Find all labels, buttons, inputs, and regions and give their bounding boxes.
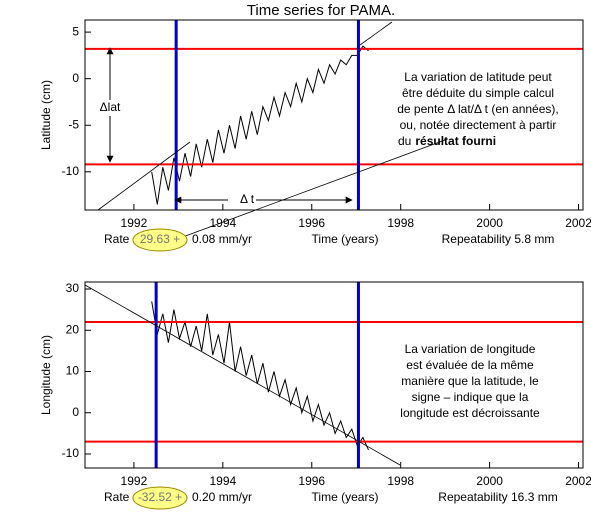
note-line: La variation de longitude bbox=[405, 342, 536, 356]
rate-highlight bbox=[132, 486, 188, 510]
repeatability: Repeatability 16.3 mm bbox=[438, 490, 557, 504]
delta-lat-label: Δlat bbox=[100, 100, 121, 114]
y-axis-label: Longitude (cm) bbox=[39, 335, 53, 415]
note-line: La variation de latitude peut bbox=[404, 70, 552, 84]
x-tick-label: 1998 bbox=[387, 474, 414, 488]
delta-t-label: Δ t bbox=[240, 192, 255, 206]
x-tick-label: 2002 bbox=[565, 474, 591, 488]
guide-line bbox=[84, 284, 401, 466]
guide-line bbox=[97, 141, 191, 211]
y-tick-label: -10 bbox=[62, 164, 80, 178]
rate-value: -32.52 + bbox=[138, 490, 182, 504]
y-tick-label: 0 bbox=[72, 405, 79, 419]
y-tick-label: 30 bbox=[66, 281, 80, 295]
y-tick-label: 10 bbox=[66, 364, 80, 378]
x-tick-label: 1992 bbox=[121, 216, 148, 230]
x-tick-label: 1996 bbox=[298, 216, 325, 230]
x-tick-label: 2000 bbox=[476, 216, 503, 230]
x-tick-label: 2000 bbox=[476, 474, 503, 488]
note-line: être déduite du simple calcul bbox=[402, 86, 554, 100]
x-tick-label: 1994 bbox=[209, 216, 236, 230]
note-emphasis: résultat fourni bbox=[415, 134, 496, 148]
repeatability: Repeatability 5.8 mm bbox=[442, 232, 555, 246]
x-tick-label: 1992 bbox=[121, 474, 148, 488]
note-line: ou, notée directement à partir bbox=[400, 118, 557, 132]
y-tick-label: 20 bbox=[66, 322, 80, 336]
rate-label: Rate bbox=[104, 490, 130, 504]
note-line: de pente Δ lat/Δ t (en années), bbox=[397, 102, 558, 116]
note-line: du bbox=[398, 134, 411, 148]
x-tick-label: 1996 bbox=[298, 474, 325, 488]
note-line: signe – indique que la bbox=[412, 390, 529, 404]
x-tick-label: 2002 bbox=[565, 216, 591, 230]
y-tick-label: -5 bbox=[68, 117, 79, 131]
delta-bg bbox=[228, 192, 256, 208]
y-tick-label: 0 bbox=[72, 71, 79, 85]
x-axis-label: Time (years) bbox=[312, 232, 379, 246]
note-line: est évaluée de la même bbox=[406, 358, 534, 372]
rate-highlight bbox=[132, 228, 188, 252]
note-line: manière que la latitude, le bbox=[401, 374, 539, 388]
chart-title: Time series for PAMA. bbox=[247, 2, 395, 19]
x-axis-label: Time (years) bbox=[312, 490, 379, 504]
x-tick-label: 1994 bbox=[209, 474, 236, 488]
y-tick-label: -10 bbox=[62, 446, 80, 460]
plot-frame bbox=[84, 281, 584, 469]
rate-error: 0.20 mm/yr bbox=[192, 490, 252, 504]
y-tick-label: 5 bbox=[72, 24, 79, 38]
guide-line bbox=[359, 21, 393, 46]
delta-bg bbox=[96, 100, 124, 116]
y-axis-label: Latitude (cm) bbox=[39, 80, 53, 150]
note-line: longitude est décroissante bbox=[400, 406, 540, 420]
rate-value: 29.63 + bbox=[140, 232, 180, 246]
x-tick-label: 1998 bbox=[387, 216, 414, 230]
rate-label: Rate bbox=[104, 232, 130, 246]
rate-error: 0.08 mm/yr bbox=[192, 232, 252, 246]
plot-frame bbox=[84, 19, 584, 211]
guide-line bbox=[179, 139, 446, 239]
series-line bbox=[151, 301, 369, 451]
